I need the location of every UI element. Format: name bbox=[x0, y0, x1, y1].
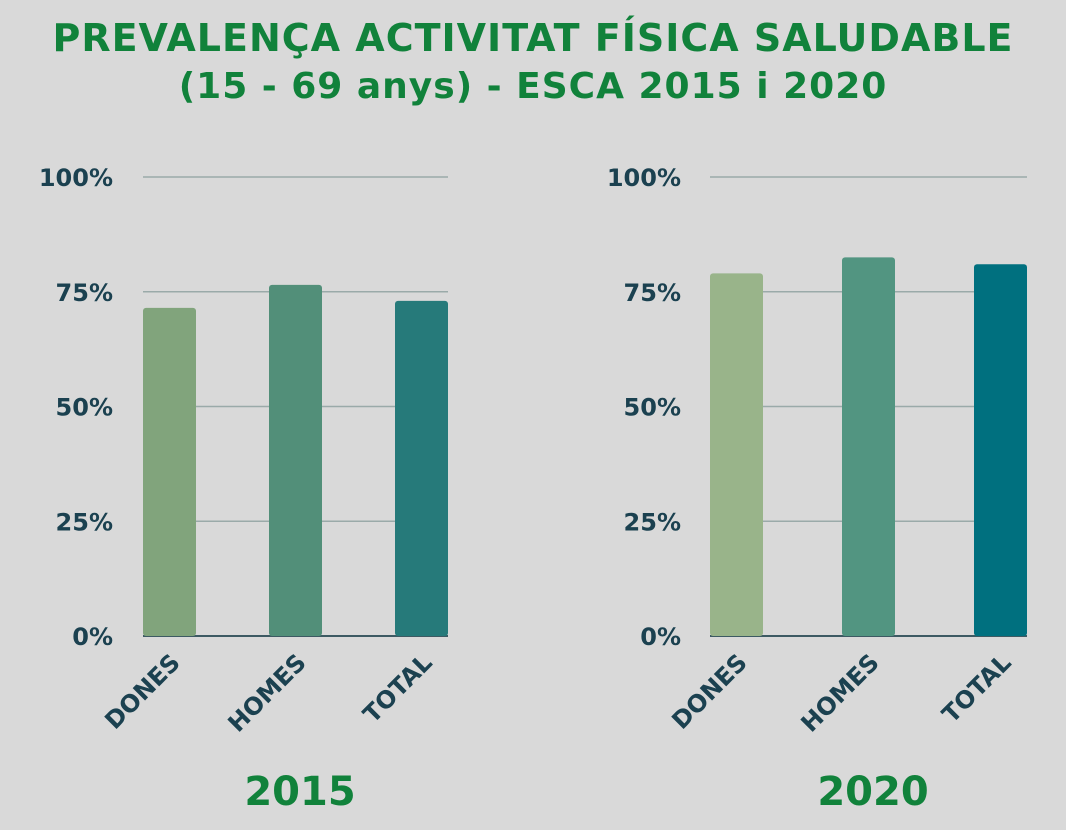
x-category-label: TOTAL bbox=[937, 648, 1017, 728]
bar-dones bbox=[143, 307, 196, 636]
y-tick-label: 50% bbox=[56, 394, 113, 422]
x-category-label: TOTAL bbox=[358, 648, 438, 728]
y-tick-label: 0% bbox=[72, 623, 113, 651]
bar-homes bbox=[269, 284, 322, 636]
y-tick-label: 25% bbox=[56, 508, 113, 536]
x-category-label: DONES bbox=[99, 648, 185, 734]
y-tick-label: 75% bbox=[56, 279, 113, 307]
x-category-label: HOMES bbox=[223, 648, 312, 737]
panel-year-title: 2020 bbox=[817, 769, 928, 815]
chart-title-line1: PREVALENÇA ACTIVITAT FÍSICA SALUDABLE bbox=[52, 16, 1014, 60]
y-tick-label: 100% bbox=[39, 164, 113, 192]
y-tick-label: 0% bbox=[640, 623, 681, 651]
x-category-label: HOMES bbox=[796, 648, 885, 737]
chart-title-line2: (15 - 69 anys) - ESCA 2015 i 2020 bbox=[178, 66, 888, 107]
panel-year-title: 2015 bbox=[244, 769, 355, 815]
y-tick-label: 100% bbox=[607, 164, 681, 192]
x-category-label: DONES bbox=[666, 648, 752, 734]
bar-total bbox=[974, 264, 1027, 636]
bar-homes bbox=[842, 257, 895, 636]
y-tick-label: 25% bbox=[624, 508, 681, 536]
y-tick-label: 75% bbox=[624, 279, 681, 307]
bar-total bbox=[395, 300, 448, 636]
y-tick-label: 50% bbox=[624, 394, 681, 422]
bar-dones bbox=[710, 273, 763, 636]
